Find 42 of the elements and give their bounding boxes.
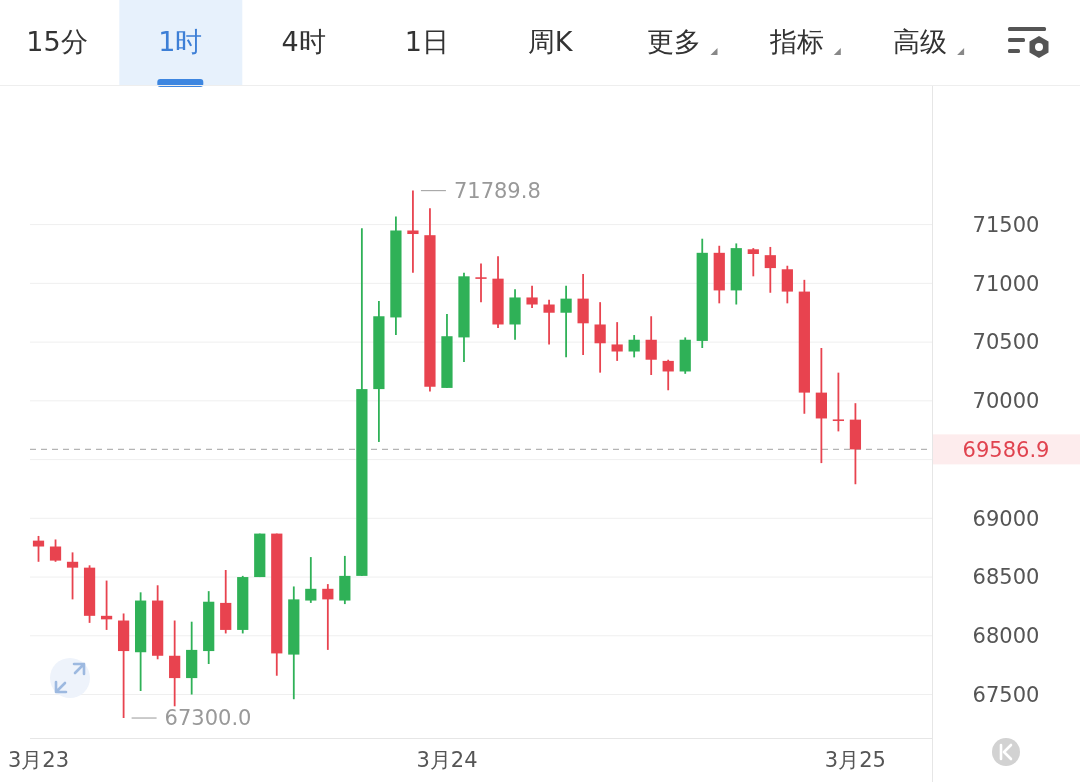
annotation: 67300.0 [164, 706, 252, 731]
text: 1日 [404, 26, 449, 57]
candlestick [662, 358, 674, 392]
candlestick [611, 321, 623, 362]
text: 1时 [158, 26, 203, 57]
y-tick-label: 69000 [972, 506, 1040, 531]
ref-line-label: 69586.9 [962, 437, 1050, 462]
candlestick [628, 334, 640, 359]
text: 4时 [281, 26, 326, 57]
text: 高级 [893, 26, 948, 57]
candlestick [594, 301, 606, 374]
candlestick [526, 284, 538, 309]
y-tick-label: 71000 [972, 271, 1040, 296]
x-tick-label: 3月23 [7, 748, 70, 773]
x-tick-label: 3月24 [416, 748, 478, 773]
y-tick-label: 70500 [972, 330, 1040, 355]
candlestick [832, 371, 845, 433]
candlestick [169, 619, 181, 708]
y-tick-label: 68500 [972, 565, 1040, 590]
candlestick [475, 262, 487, 304]
candlestick [49, 538, 62, 563]
candlestick [645, 315, 657, 376]
candlestick [543, 298, 555, 346]
candlestick [305, 556, 317, 604]
x-tick-label: 3月25 [824, 748, 886, 773]
candlestick [764, 246, 776, 294]
text: 15分 [26, 26, 88, 57]
y-tick-label: 68000 [972, 624, 1040, 649]
text: 周K [527, 26, 574, 57]
y-tick-label: 70000 [972, 389, 1040, 414]
candlestick [32, 535, 45, 563]
candlestick [407, 189, 419, 274]
candlestick [560, 284, 572, 359]
candlestick [781, 264, 793, 305]
text: 更多 [646, 26, 701, 57]
candlestick [747, 247, 759, 278]
candlestick [322, 583, 334, 651]
y-tick-label: 67500 [972, 682, 1040, 707]
annotation: 71789.8 [453, 178, 541, 203]
text: 指标 [768, 26, 824, 57]
candlestick [66, 551, 79, 601]
y-tick-label: 71500 [972, 212, 1040, 237]
